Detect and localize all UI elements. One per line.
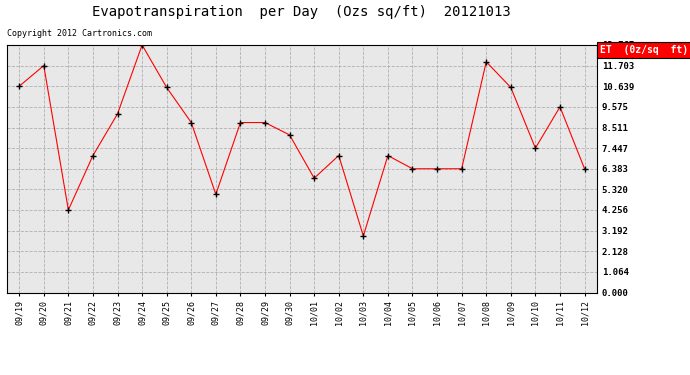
- Text: Evapotranspiration  per Day  (Ozs sq/ft)  20121013: Evapotranspiration per Day (Ozs sq/ft) 2…: [92, 5, 511, 19]
- Text: Copyright 2012 Cartronics.com: Copyright 2012 Cartronics.com: [7, 28, 152, 38]
- Text: ET  (0z/sq  ft): ET (0z/sq ft): [600, 45, 689, 55]
